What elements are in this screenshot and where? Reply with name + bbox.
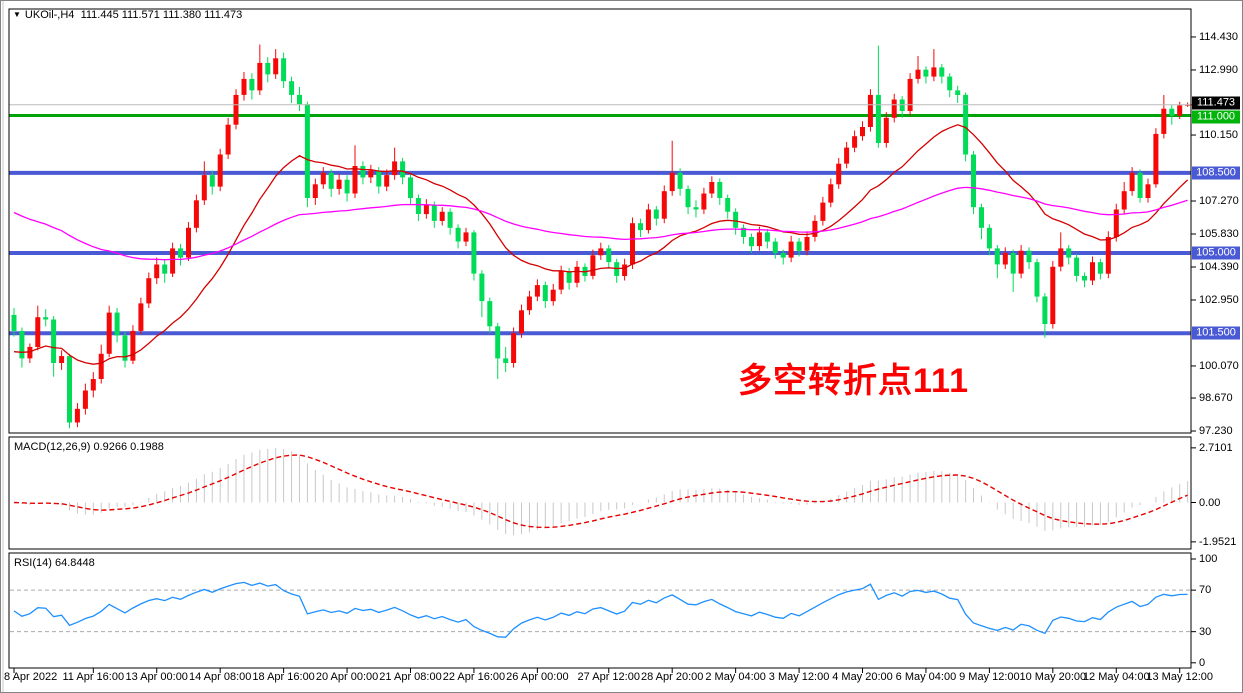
price-axis-label: 97.230: [1199, 425, 1233, 438]
date-axis-label: 26 Apr 00:00: [506, 671, 569, 683]
date-axis-label: 20 Apr 00:00: [315, 671, 379, 683]
date-axis-label: 8 Apr 2022: [4, 671, 58, 683]
price-axis-label: 112.990: [1199, 63, 1238, 76]
date-axis-label: 9 May 12:00: [959, 671, 1020, 683]
date-axis-label: 4 May 20:00: [832, 671, 893, 683]
date-axis-label: 13 May 12:00: [1146, 671, 1214, 683]
price-badge: 111.000: [1192, 110, 1240, 124]
price-axis-label: 98.670: [1199, 392, 1233, 405]
macd-indicator-label: MACD(12,26,9) 0.9266 0.1988: [14, 441, 164, 453]
date-axis-label: 6 May 04:00: [895, 671, 957, 683]
price-axis-label: 100.070: [1199, 359, 1239, 372]
price-axis-label: 110.150: [1199, 129, 1238, 142]
chevron-down-icon: ▼: [13, 10, 21, 19]
date-axis-label: 18 Apr 16:00: [252, 671, 315, 683]
rsi-indicator-label: RSI(14) 64.8448: [14, 557, 95, 569]
price-axis-label: 102.950: [1199, 293, 1239, 306]
price-axis-label: 104.390: [1199, 260, 1239, 273]
rsi-axis-label: 0: [1199, 656, 1206, 669]
ohlc-values-label: 111.445 111.571 111.380 111.473: [80, 9, 243, 21]
price-axis-label: 107.270: [1199, 195, 1239, 207]
macd-axis-label: 2.7101: [1199, 441, 1233, 454]
date-axis-label: 2 May 04:00: [705, 671, 766, 683]
macd-axis-label: -1.9521: [1199, 535, 1237, 548]
price-badge: 101.500: [1192, 326, 1240, 340]
date-axis-label: 11 Apr 16:00: [62, 671, 125, 683]
date-axis-label: 22 Apr 16:00: [442, 671, 506, 683]
chart-annotation-text: 多空转折点111: [738, 362, 969, 400]
rsi-axis-label: 70: [1199, 584, 1212, 597]
price-axis-label: 105.830: [1199, 228, 1239, 240]
symbol-timeframe-label: UKOil-,H4: [24, 9, 75, 21]
date-axis-label: 27 Apr 12:00: [577, 671, 640, 683]
date-axis-label: 28 Apr 20:00: [640, 671, 704, 683]
rsi-axis-label: 30: [1199, 625, 1212, 638]
price-badge: 108.500: [1192, 166, 1240, 180]
date-axis-label: 3 May 12:00: [768, 671, 830, 683]
date-axis-label: 14 Apr 08:00: [188, 671, 252, 683]
macd-axis-label: 0.00: [1199, 496, 1221, 509]
price-axis-label: 114.430: [1199, 30, 1238, 43]
date-axis-label: 13 Apr 00:00: [125, 671, 188, 683]
date-axis-label: 21 Apr 08:00: [379, 671, 442, 683]
chart-title-row: ▼ UKOil-,H4 111.445 111.571 111.380 111.4…: [13, 9, 242, 21]
date-axis-label: 10 May 20:00: [1019, 671, 1087, 683]
rsi-axis-label: 100: [1199, 553, 1218, 565]
price-badge: 111.473: [1192, 96, 1240, 110]
date-axis-label: 12 May 04:00: [1082, 671, 1150, 683]
price-badge: 105.000: [1192, 246, 1240, 260]
